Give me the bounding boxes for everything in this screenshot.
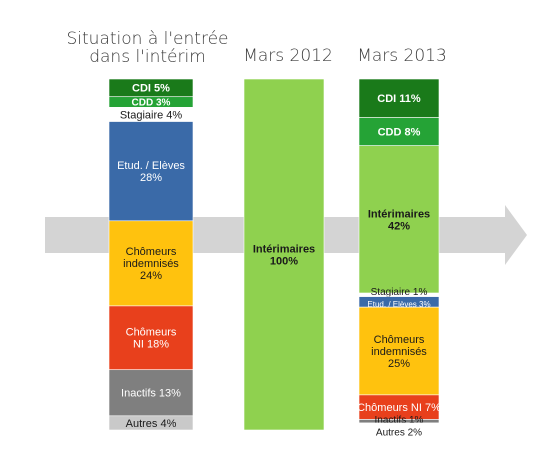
segment-label: Chômeurs NI 7%	[357, 402, 441, 414]
segment-label: NI 18%	[133, 339, 169, 351]
segment-label: CDD 8%	[378, 127, 421, 139]
segment-label: Chômeurs	[126, 327, 177, 339]
segment-label: indemnisés	[123, 258, 179, 270]
segment-label: Autres 2%	[376, 427, 422, 438]
segment-label: Chômeurs	[126, 246, 177, 258]
segment-label: indemnisés	[371, 346, 427, 358]
column-title-entry: Situation à l'entrée dans l'intérim	[60, 30, 235, 66]
bar-segment	[108, 415, 194, 431]
bar-segment	[108, 121, 194, 222]
segment-label: Autres 4%	[126, 418, 177, 430]
bar-segment	[358, 306, 440, 396]
segment-label: 25%	[388, 358, 410, 370]
bars: CDI 5% CDD 3%Stagiaire 4% Etud. / Elèves28…	[108, 78, 441, 438]
segment-label: CDI 5%	[132, 83, 170, 95]
column-title-mars-2012: Mars 2012	[243, 46, 333, 66]
segment-label: Chômeurs	[374, 334, 425, 346]
segment-label: 24%	[140, 270, 162, 282]
bar-segment	[108, 369, 194, 417]
segment-label: CDD 3%	[132, 98, 171, 109]
segment-label: Etud. / Elèves	[117, 160, 185, 172]
segment-label: Stagiaire 1%	[371, 287, 428, 298]
column-title-mars-2013: Mars 2013	[357, 46, 447, 66]
segment-label: 28%	[140, 172, 162, 184]
bar-segment	[358, 117, 440, 146]
bar-segment	[358, 145, 440, 294]
segment-label: Stagiaire 4%	[120, 109, 183, 121]
segment-label: 42%	[388, 220, 410, 232]
segment-label: Intérimaires	[253, 243, 315, 255]
segment-label: CDI 11%	[377, 93, 421, 105]
segment-label: Inactifs 1%	[375, 415, 424, 426]
segment-label: 100%	[270, 255, 298, 267]
segment-label: Intérimaires	[368, 208, 430, 220]
bar-segment	[358, 394, 440, 420]
bar-segment	[243, 78, 325, 431]
bar-segment	[358, 422, 440, 431]
column-title-entry-line2: dans l'intérim	[89, 47, 206, 67]
segment-label: Inactifs 13%	[121, 388, 181, 400]
segment-label: Etud. / Elèves 3%	[367, 300, 430, 309]
column-title-entry-line1: Situation à l'entrée	[66, 29, 229, 49]
bar-column-1: CDI 5% CDD 3%Stagiaire 4% Etud. / Elèves28…	[108, 78, 194, 431]
